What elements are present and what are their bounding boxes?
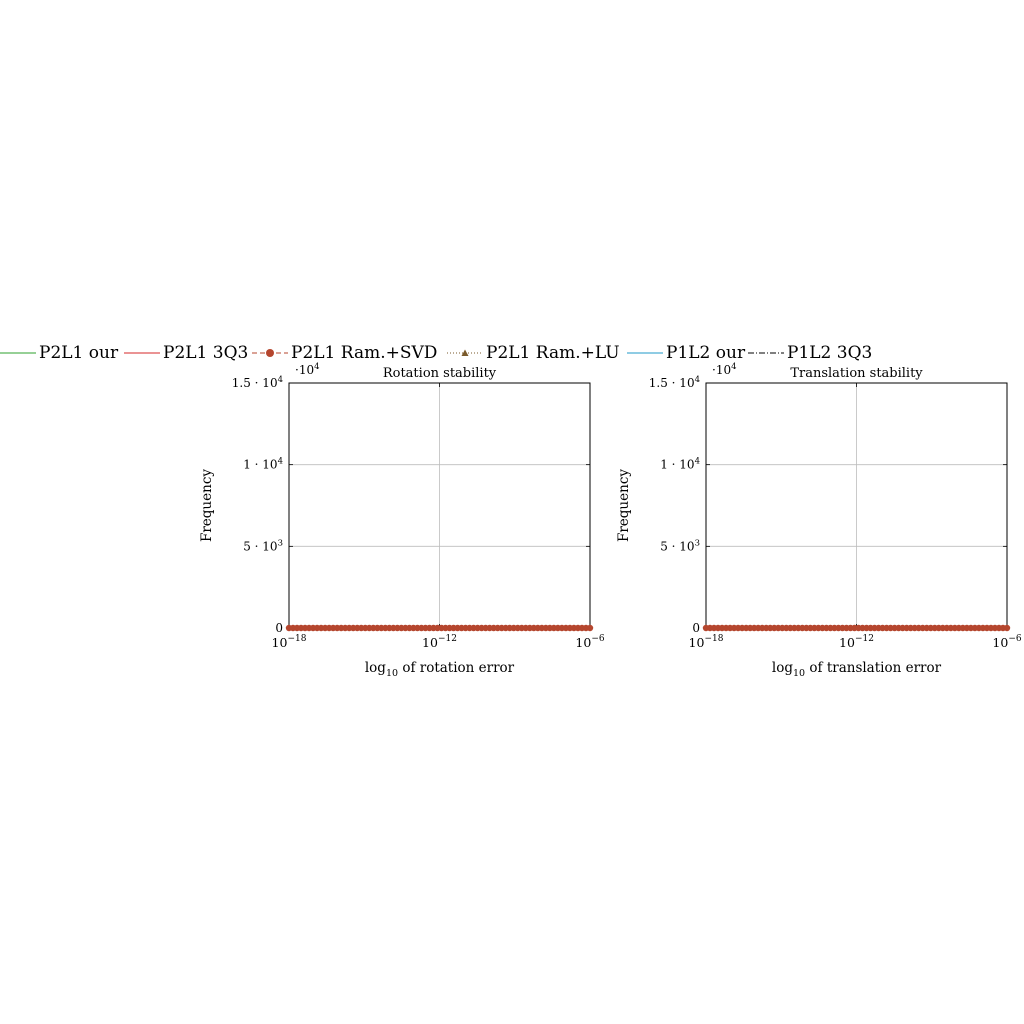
legend-label: P1L2 our [666, 343, 746, 363]
chart-title: Translation stability [790, 366, 923, 381]
x-tick-label: 10−6 [992, 634, 1021, 650]
x-tick-label: 10−12 [839, 634, 874, 650]
legend-item: P2L1 our [0, 340, 118, 366]
y-axis-label: Frequency [199, 469, 215, 542]
legend-marker [461, 349, 469, 356]
y-tick-label: 1.5 · 104 [649, 375, 700, 390]
x-tick-label: 10−6 [575, 634, 604, 650]
x-axis-label: log10 of rotation error [365, 660, 515, 679]
data-point [586, 624, 594, 632]
legend-marker [266, 349, 274, 357]
series-p2l1-ram-svd [702, 624, 1011, 632]
y-tick-label: 0 [692, 621, 700, 635]
legend-swatch [124, 352, 160, 354]
legend-swatch [748, 352, 784, 354]
y-tick-label: 1 · 104 [243, 457, 283, 472]
y-multiplier-label: ·104 [295, 362, 320, 377]
chart-title: Rotation stability [383, 366, 497, 381]
charts-container: 10−18 10−12 10−6 0 5 · 103 1 · 104 1.5 · 104 ·1… [0, 360, 1024, 694]
legend-swatch [252, 349, 288, 357]
rotation-chart: 10−18 10−12 10−6 0 5 · 103 1 · 104 1.5 · 104 ·1… [199, 362, 605, 679]
legend-item: P2L1 Ram.+LU [447, 340, 620, 366]
y-tick-label: 5 · 103 [243, 538, 283, 553]
legend-label: P2L1 Ram.+SVD [291, 343, 438, 363]
translation-chart: 10−18 10−12 10−6 0 5 · 103 1 · 104 1.5 · 104 ·1… [616, 362, 1022, 679]
legend-swatch [0, 352, 36, 354]
legend: P2L1 our P2L1 3Q3 P2L1 Ram.+SVD P2L1 Ram.+L… [0, 340, 1024, 366]
legend-item: P1L2 our [627, 340, 745, 366]
data-point [1003, 624, 1011, 632]
y-multiplier-label: ·104 [712, 362, 737, 377]
legend-item: P1L2 3Q3 [748, 340, 872, 366]
legend-label: P2L1 our [39, 343, 119, 363]
x-tick-label: 10−18 [689, 634, 724, 650]
legend-label: P1L2 3Q3 [787, 343, 873, 363]
y-axis-label: Frequency [616, 469, 632, 542]
charts-svg: 10−18 10−12 10−6 0 5 · 103 1 · 104 1.5 · 104 ·1… [199, 362, 1022, 679]
legend-item: P2L1 3Q3 [124, 340, 248, 366]
legend-label: P2L1 Ram.+LU [486, 343, 620, 363]
x-tick-label: 10−18 [272, 634, 307, 650]
legend-label: P2L1 3Q3 [163, 343, 249, 363]
legend-item: P2L1 Ram.+SVD [252, 340, 437, 366]
legend-swatch [627, 352, 663, 354]
y-tick-label: 1 · 104 [660, 457, 700, 472]
legend-swatch [447, 349, 483, 356]
y-tick-label: 0 [275, 621, 283, 635]
series-p2l1-ram-svd [285, 624, 594, 632]
x-axis-label: log10 of translation error [772, 660, 942, 679]
x-tick-label: 10−12 [422, 634, 457, 650]
y-tick-label: 1.5 · 104 [232, 375, 283, 390]
y-tick-label: 5 · 103 [660, 538, 700, 553]
